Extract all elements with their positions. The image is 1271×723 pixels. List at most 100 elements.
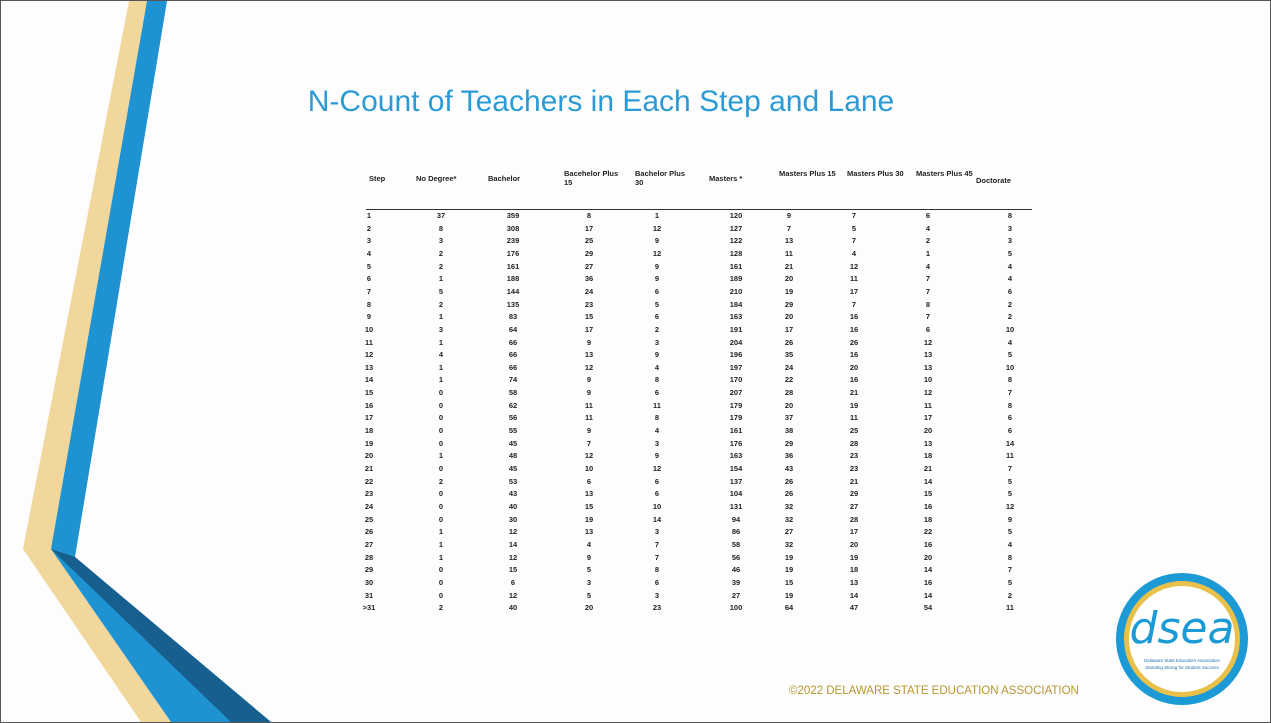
table-cell: 11: [850, 274, 858, 284]
table-cell: 22: [923, 527, 933, 537]
table-cell: 21: [923, 464, 933, 473]
table-cell: 7: [1007, 388, 1013, 398]
table-cell: 0: [438, 426, 444, 436]
table-cell: 18: [364, 426, 374, 436]
table-cell: 14: [652, 514, 662, 524]
table-cell: 179: [729, 400, 743, 410]
table-cell: 7: [851, 211, 857, 220]
table-cell: 128: [729, 248, 743, 258]
table-cell: 20: [923, 552, 933, 562]
table-cell: 27: [849, 501, 859, 511]
table-cell: 28: [849, 514, 859, 524]
table-cell: 14: [923, 476, 933, 486]
table-cell: 55: [508, 426, 518, 436]
table-cell: 10: [584, 464, 594, 473]
table-cell: 163: [729, 451, 743, 461]
table-cell: 13: [784, 236, 794, 246]
table-cell: 1: [438, 337, 444, 347]
table-cell: 36: [784, 451, 794, 461]
table-cell: 210: [729, 286, 743, 296]
table-cell: 10: [652, 501, 662, 511]
table-cell: 74: [508, 375, 518, 385]
table-cell: 2: [366, 223, 372, 233]
column-header: Masters *: [709, 174, 743, 183]
dark-stripe: [51, 549, 271, 722]
table-cell: 7: [1007, 565, 1013, 575]
table-cell: 7: [654, 552, 660, 562]
table-cell: 1: [438, 527, 444, 537]
table-cell: 10: [364, 324, 374, 334]
column-header: Step: [369, 174, 386, 183]
table-cell: 12: [508, 552, 518, 562]
table-cell: 17: [784, 324, 794, 334]
table-cell: 24: [364, 501, 374, 511]
table-cell: 17: [364, 413, 374, 423]
table-cell: 3: [1007, 223, 1013, 233]
table-cell: 6: [1007, 286, 1013, 296]
table-cell: 0: [438, 590, 444, 600]
table-cell: 10: [1005, 324, 1015, 334]
table-cell: 37: [784, 413, 794, 423]
table-cell: 86: [731, 527, 741, 537]
table-cell: 40: [508, 603, 518, 613]
table-cell: 5: [851, 223, 857, 233]
table-cell: 176: [506, 248, 520, 258]
table-cell: 9: [654, 236, 660, 246]
table-cell: 120: [729, 211, 743, 220]
column-header: Bachelor Plus 30: [635, 169, 686, 187]
column-header: No Degree*: [416, 174, 457, 183]
table-cell: 4: [925, 261, 931, 271]
table-cell: 12: [584, 451, 594, 461]
table-cell: 14: [364, 375, 374, 385]
table-cell: 13: [364, 362, 374, 372]
table-cell: 6: [654, 312, 660, 322]
table-cell: 3: [586, 577, 592, 587]
slide-title: N-Count of Teachers in Each Step and Lan…: [307, 85, 895, 118]
table-cell: 29: [364, 565, 374, 575]
table-cell: 83: [508, 312, 518, 322]
table-cell: 1: [438, 274, 444, 284]
table-cell: 8: [654, 565, 660, 575]
table-cell: 25: [364, 514, 374, 524]
table-cell: 14: [1005, 438, 1015, 448]
table-cell: 21: [364, 464, 374, 473]
table-cell: 47: [849, 603, 859, 613]
table-cell: 11: [1006, 603, 1014, 613]
table-cell: 9: [586, 388, 592, 398]
table-cell: 137: [729, 476, 743, 486]
table-cell: 23: [849, 464, 859, 473]
table-cell: 40: [508, 501, 518, 511]
table-cell: 7: [925, 312, 931, 322]
table-cell: 19: [784, 590, 794, 600]
table-cell: 7: [851, 299, 857, 309]
table-cell: 161: [729, 261, 743, 271]
table-cell: 191: [729, 324, 743, 334]
table-cell: 27: [584, 261, 594, 271]
table-cell: 6: [586, 476, 592, 486]
table-cell: 21: [849, 476, 859, 486]
table-cell: 11: [924, 400, 932, 410]
table-cell: 6: [510, 577, 516, 587]
table-cell: 1: [438, 539, 444, 549]
table-cell: 5: [1007, 350, 1013, 360]
table-cell: 23: [364, 489, 374, 499]
table-cell: 23: [584, 299, 594, 309]
table-cell: 30: [364, 577, 374, 587]
table-cell: 11: [585, 413, 593, 423]
table-cell: 6: [1007, 413, 1013, 423]
table-cell: 4: [1007, 274, 1013, 284]
table-cell: 3: [654, 438, 660, 448]
table-cell: 16: [364, 400, 374, 410]
table-cell: 13: [923, 362, 933, 372]
table-cell: 58: [508, 388, 518, 398]
logo-text: dsea: [1130, 603, 1235, 654]
table-cell: 4: [586, 539, 592, 549]
table-cell: 9: [654, 261, 660, 271]
table-cell: 8: [586, 211, 592, 220]
table-cell: 27: [784, 527, 794, 537]
table-cell: 0: [438, 577, 444, 587]
table-cell: 18: [923, 451, 933, 461]
table-cell: 21: [784, 261, 794, 271]
